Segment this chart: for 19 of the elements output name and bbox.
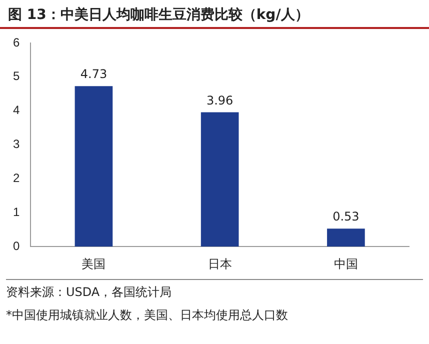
x-tick-label: 中国 bbox=[334, 257, 358, 272]
bar bbox=[200, 112, 239, 247]
y-tick-label: 4 bbox=[12, 103, 20, 118]
text: *中国使用城镇就业人数，美国、日本均使用总人口数 bbox=[6, 307, 289, 324]
bar bbox=[74, 86, 113, 247]
y-tick-label: 6 bbox=[12, 35, 20, 50]
chart-title: 图 13：中美日人均咖啡生豆消费比较（kg/人） bbox=[0, 0, 429, 29]
y-tick-label: 5 bbox=[12, 69, 20, 84]
x-tick-label: 美国 bbox=[82, 257, 106, 272]
text: 资料来源：USDA，各国统计局 bbox=[6, 284, 173, 301]
x-tick-label: 日本 bbox=[208, 257, 232, 272]
data-label: 0.53 bbox=[332, 210, 360, 224]
bar bbox=[327, 228, 365, 247]
y-tick-label: 2 bbox=[12, 171, 20, 186]
data-label: 4.73 bbox=[80, 67, 108, 82]
y-tick-label: 3 bbox=[12, 137, 20, 152]
y-tick-label: 0 bbox=[12, 238, 20, 253]
data-label: 3.96 bbox=[206, 93, 234, 108]
y-tick-label: 1 bbox=[12, 204, 20, 219]
